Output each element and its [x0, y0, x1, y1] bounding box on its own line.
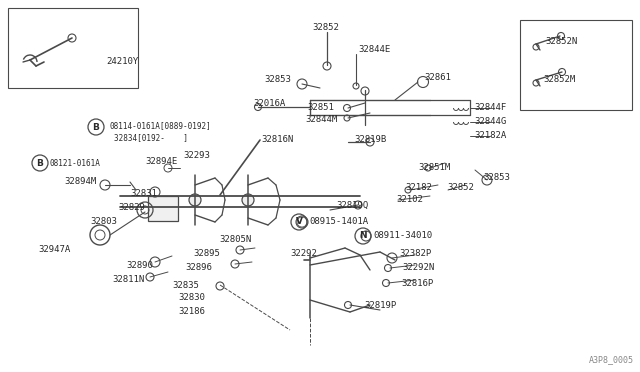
Text: 32844M: 32844M	[306, 115, 338, 125]
Text: 32947A: 32947A	[38, 244, 70, 253]
Text: 32102: 32102	[396, 196, 423, 205]
Text: 32819B: 32819B	[354, 135, 387, 144]
Text: 32382P: 32382P	[399, 248, 431, 257]
Text: 32816N: 32816N	[261, 135, 293, 144]
Text: 32852N: 32852N	[545, 38, 577, 46]
Text: 32852: 32852	[447, 183, 474, 192]
Text: 32894M: 32894M	[64, 177, 96, 186]
Text: 32819Q: 32819Q	[336, 201, 368, 209]
Text: 32853: 32853	[483, 173, 510, 182]
Text: 08121-0161A: 08121-0161A	[50, 158, 101, 167]
Text: 32292: 32292	[290, 248, 317, 257]
Text: 32852M: 32852M	[543, 76, 575, 84]
Text: 32851M: 32851M	[418, 163, 451, 171]
Text: 08915-1401A: 08915-1401A	[309, 218, 368, 227]
Text: V: V	[296, 218, 303, 227]
Text: B: B	[93, 122, 99, 131]
Text: 32803: 32803	[90, 218, 117, 227]
Text: 32834[0192-    ]: 32834[0192- ]	[114, 134, 188, 142]
Text: 32292N: 32292N	[402, 263, 435, 273]
Text: 32894E: 32894E	[145, 157, 177, 167]
Text: 32016A: 32016A	[253, 99, 285, 109]
Text: 32844G: 32844G	[474, 118, 506, 126]
Text: 32829: 32829	[118, 202, 145, 212]
Text: 32182A: 32182A	[474, 131, 506, 141]
Text: 32890: 32890	[126, 260, 153, 269]
Circle shape	[189, 194, 201, 206]
Text: 24210Y: 24210Y	[106, 58, 138, 67]
Text: 32819P: 32819P	[364, 301, 396, 311]
Bar	[148, 196, 178, 221]
Bar	[520, 20, 632, 110]
Text: 32853: 32853	[264, 76, 291, 84]
Circle shape	[242, 194, 254, 206]
Text: 32861: 32861	[424, 74, 451, 83]
Text: N: N	[359, 231, 367, 241]
Text: 32830: 32830	[178, 294, 205, 302]
Text: B: B	[36, 158, 44, 167]
Text: 32852: 32852	[312, 23, 339, 32]
Text: 32811N: 32811N	[112, 276, 144, 285]
Text: 32805N: 32805N	[219, 234, 252, 244]
Text: 08114-0161A[0889-0192]: 08114-0161A[0889-0192]	[110, 122, 212, 131]
Text: 08911-34010: 08911-34010	[373, 231, 432, 241]
Text: 32293: 32293	[183, 151, 210, 160]
Text: 32896: 32896	[185, 263, 212, 272]
Text: 32844E: 32844E	[358, 45, 390, 55]
Text: 32835: 32835	[172, 280, 199, 289]
Text: 32831: 32831	[130, 189, 157, 198]
Text: A3P8_0005: A3P8_0005	[589, 355, 634, 364]
Text: 32182: 32182	[405, 183, 432, 192]
Bar	[8, 8, 138, 88]
Text: 32844F: 32844F	[474, 103, 506, 112]
Text: 32895: 32895	[193, 248, 220, 257]
Text: 32851: 32851	[307, 103, 334, 112]
Text: 32186: 32186	[178, 308, 205, 317]
Text: 32816P: 32816P	[401, 279, 433, 289]
